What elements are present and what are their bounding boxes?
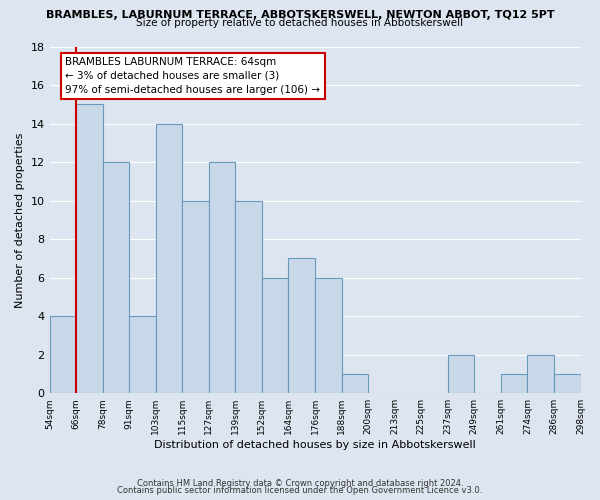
Y-axis label: Number of detached properties: Number of detached properties — [15, 132, 25, 308]
Bar — [76, 104, 103, 393]
Bar — [527, 354, 554, 393]
X-axis label: Distribution of detached houses by size in Abbotskerswell: Distribution of detached houses by size … — [154, 440, 476, 450]
Bar — [235, 200, 262, 393]
Bar — [50, 316, 76, 393]
Text: Size of property relative to detached houses in Abbotskerswell: Size of property relative to detached ho… — [136, 18, 464, 28]
Bar — [156, 124, 182, 393]
Text: Contains public sector information licensed under the Open Government Licence v3: Contains public sector information licen… — [118, 486, 482, 495]
Text: BRAMBLES, LABURNUM TERRACE, ABBOTSKERSWELL, NEWTON ABBOT, TQ12 5PT: BRAMBLES, LABURNUM TERRACE, ABBOTSKERSWE… — [46, 10, 554, 20]
Bar — [554, 374, 581, 393]
Bar — [182, 200, 209, 393]
Bar — [315, 278, 341, 393]
Bar — [262, 278, 289, 393]
Bar — [103, 162, 129, 393]
Bar — [501, 374, 527, 393]
Text: BRAMBLES LABURNUM TERRACE: 64sqm
← 3% of detached houses are smaller (3)
97% of : BRAMBLES LABURNUM TERRACE: 64sqm ← 3% of… — [65, 57, 320, 95]
Bar — [289, 258, 315, 393]
Bar — [448, 354, 475, 393]
Bar — [209, 162, 235, 393]
Text: Contains HM Land Registry data © Crown copyright and database right 2024.: Contains HM Land Registry data © Crown c… — [137, 478, 463, 488]
Bar — [129, 316, 156, 393]
Bar — [341, 374, 368, 393]
